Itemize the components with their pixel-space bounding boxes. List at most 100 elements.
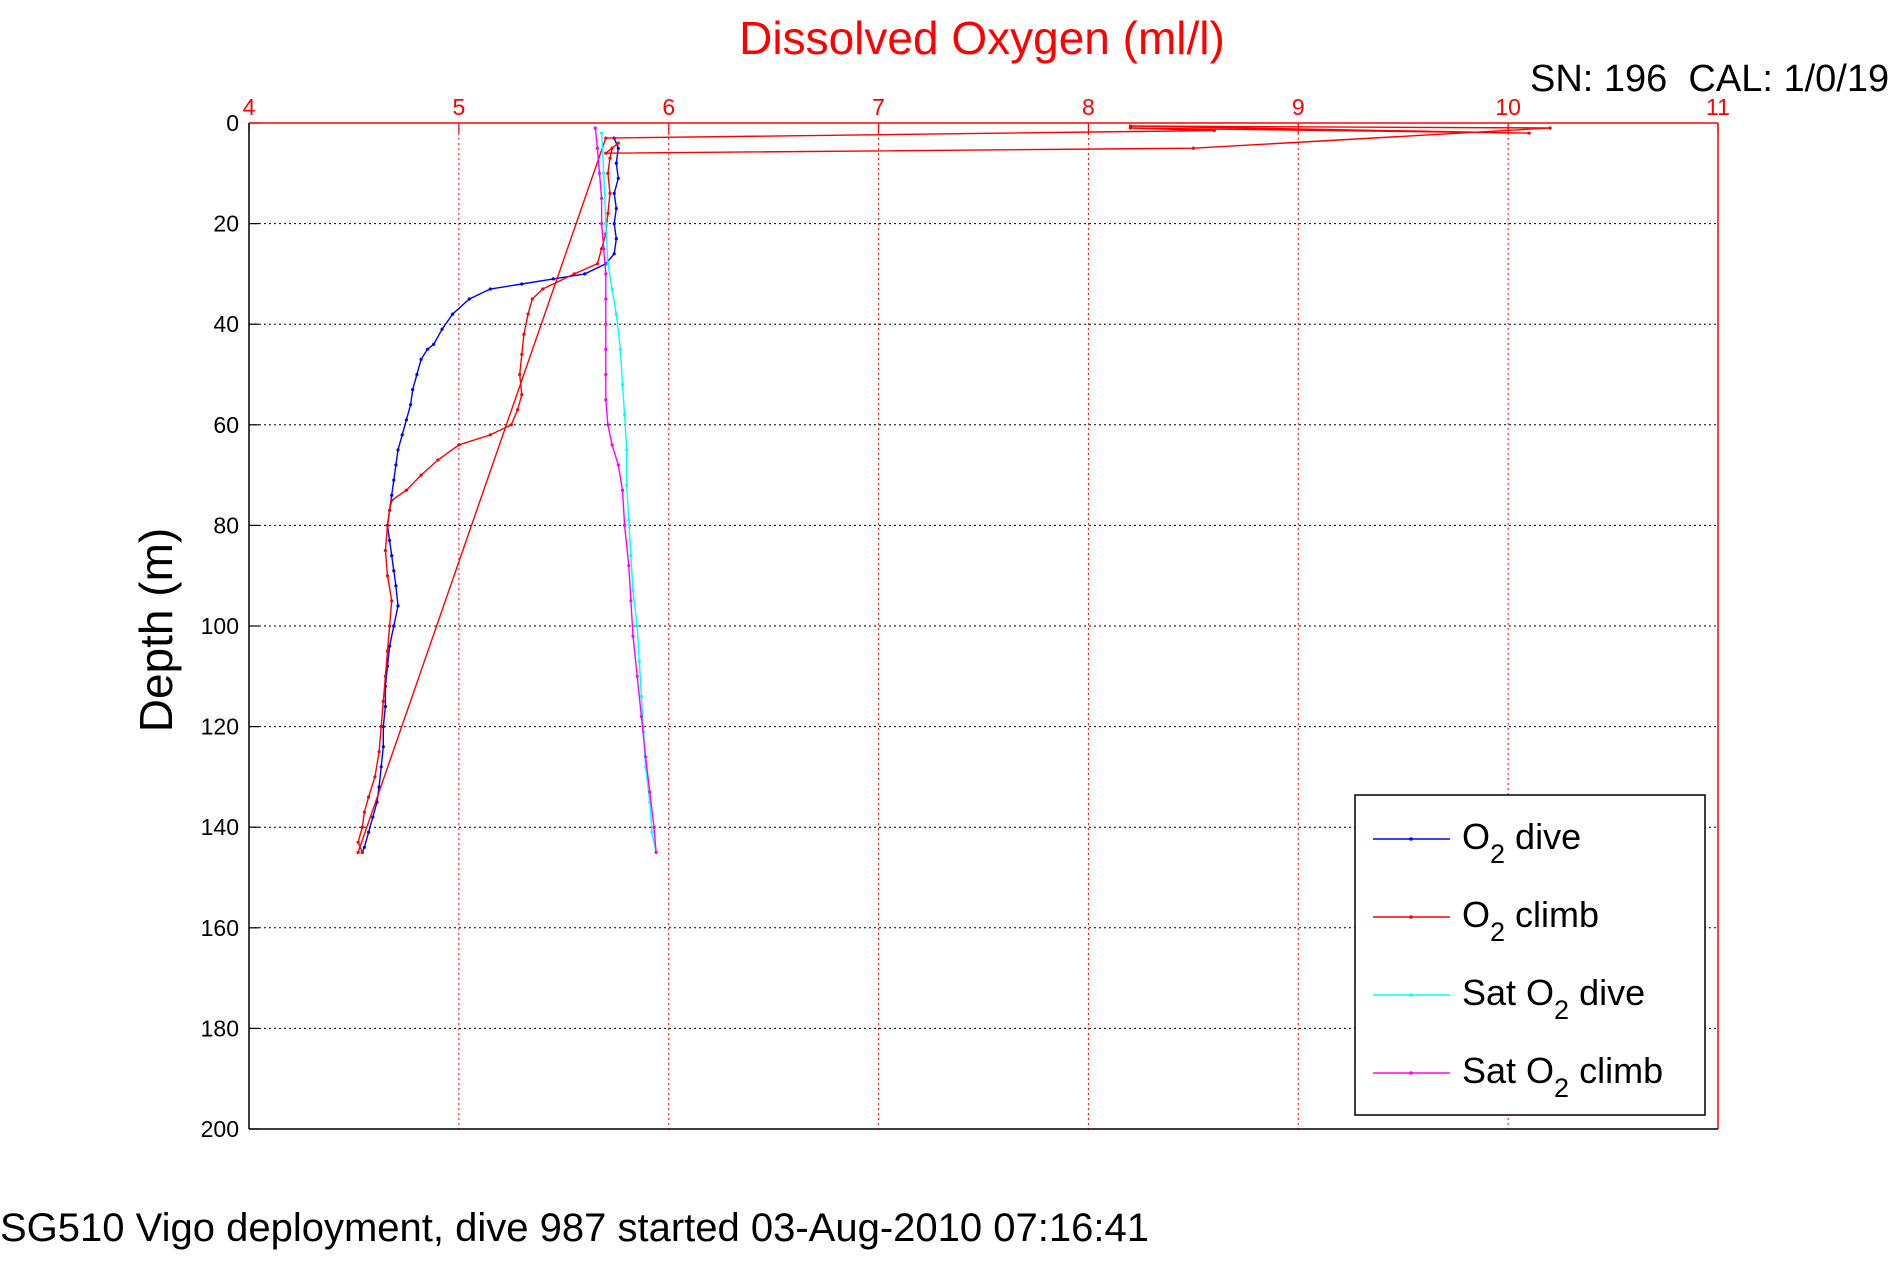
data-point-4-7	[629, 599, 633, 603]
data-point-1-20	[415, 372, 419, 377]
data-point-1-19	[419, 357, 423, 361]
data-point-3-20	[650, 830, 654, 834]
data-point-3-0	[600, 131, 604, 135]
y-tick-label-20: 20	[213, 211, 239, 237]
data-point-2-6	[377, 750, 381, 754]
data-point-2-38	[606, 171, 610, 175]
data-point-4-18	[604, 297, 608, 301]
data-point-2-20	[436, 458, 440, 462]
chart-title: Dissolved Oxygen (ml/l)	[739, 12, 1225, 64]
data-point-2-8	[381, 699, 385, 704]
data-point-2-32	[572, 272, 576, 276]
data-point-4-24	[595, 146, 600, 150]
y-tick-label-120: 120	[201, 714, 239, 740]
data-point-4-12	[610, 443, 614, 447]
legend-marker-1	[1409, 837, 1413, 841]
data-point-2-7	[379, 725, 383, 729]
data-point-4-25	[593, 126, 597, 130]
data-point-1-37	[388, 644, 392, 648]
data-point-1-24	[400, 433, 404, 437]
data-point-4-15	[604, 372, 608, 377]
data-point-4-8	[627, 564, 631, 568]
data-point-2-17	[390, 498, 394, 502]
data-point-4-0	[654, 850, 658, 855]
data-point-2-43	[1191, 146, 1195, 150]
data-point-2-25	[520, 393, 524, 397]
data-point-1-15	[451, 312, 455, 316]
axes	[248, 122, 1719, 1130]
data-point-4-19	[604, 272, 608, 276]
series-line-1	[361, 137, 620, 853]
x-tick-label-11: 11	[1706, 94, 1730, 120]
data-point-2-49	[604, 136, 608, 140]
x-tick-label-4: 4	[243, 94, 256, 120]
data-point-4-10	[620, 488, 625, 492]
data-point-4-20	[602, 247, 606, 251]
data-point-1-6	[612, 222, 616, 226]
data-point-1-43	[379, 765, 383, 769]
data-point-3-2	[604, 222, 608, 226]
legend-label-1: O2 dive	[1462, 816, 1581, 869]
data-point-2-40	[610, 146, 614, 150]
data-point-2-19	[419, 473, 423, 477]
data-point-3-11	[627, 518, 631, 523]
y-tick-label-100: 100	[201, 613, 239, 639]
data-point-1-47	[367, 830, 371, 834]
legend-entry-4: Sat O2 climb	[1373, 1050, 1663, 1103]
data-point-2-42	[604, 151, 608, 155]
y-tick-labels: 0 20 40 60 80 100 120 140 160 180 200	[201, 110, 239, 1142]
series-line-2	[357, 125, 1551, 853]
data-point-1-7	[614, 237, 618, 241]
data-point-1-17	[432, 342, 436, 346]
data-point-1-27	[392, 478, 396, 482]
data-point-2-48	[1212, 128, 1216, 133]
data-point-3-8	[623, 413, 627, 417]
data-point-2-4	[367, 795, 371, 799]
data-point-2-44	[1548, 126, 1552, 130]
data-point-2-28	[522, 332, 526, 336]
legend-label-2: O2 climb	[1462, 894, 1599, 947]
data-point-2-26	[518, 372, 522, 377]
series-group	[356, 124, 1552, 855]
data-point-1-14	[467, 297, 471, 301]
series-4	[593, 126, 658, 855]
y-tick-label-180: 180	[201, 1015, 239, 1041]
data-point-1-40	[383, 704, 387, 709]
data-point-1-16	[440, 327, 444, 331]
x-tick-label-10: 10	[1495, 94, 1521, 120]
y-tick-label-0: 0	[226, 110, 239, 136]
data-point-1-18	[425, 347, 429, 351]
series-line-3	[600, 133, 657, 853]
data-point-3-15	[637, 659, 641, 663]
data-point-1-25	[396, 448, 400, 452]
data-point-2-22	[488, 433, 492, 437]
data-point-4-9	[623, 523, 627, 528]
data-point-2-29	[526, 312, 530, 316]
data-point-1-23	[404, 418, 408, 422]
legend-entry-2: O2 climb	[1373, 894, 1599, 947]
data-point-2-37	[608, 191, 612, 195]
data-point-1-31	[388, 538, 392, 543]
data-point-2-16	[388, 508, 392, 512]
data-point-2-33	[595, 262, 600, 266]
data-point-3-16	[639, 694, 644, 699]
series-2	[356, 124, 1552, 855]
data-point-3-10	[625, 483, 629, 487]
data-point-2-2	[360, 825, 364, 829]
x-tick-labels: 4 5 6 7 8 9 10 11	[243, 94, 1730, 120]
data-point-1-34	[394, 584, 398, 588]
x-tick-label-5: 5	[452, 94, 465, 120]
legend-entry-1: O2 dive	[1373, 816, 1581, 869]
legend-marker-2	[1409, 915, 1413, 919]
data-point-2-39	[608, 156, 612, 160]
data-point-2-41	[616, 141, 620, 145]
data-point-3-14	[635, 624, 639, 628]
data-point-2-23	[509, 423, 513, 427]
data-point-3-3	[606, 262, 610, 266]
data-point-1-36	[392, 624, 396, 628]
data-point-1-2	[614, 161, 618, 165]
data-point-2-11	[388, 624, 392, 628]
legend: O2 dive O2 climb Sat O2 dive Sat O2 climb	[1354, 794, 1706, 1116]
x-tick-label-7: 7	[872, 94, 885, 120]
